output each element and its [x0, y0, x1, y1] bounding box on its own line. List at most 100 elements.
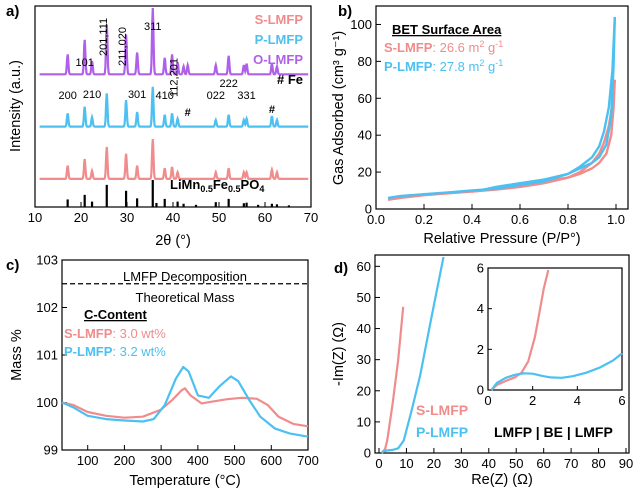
- panel-d-x-tick-label: 70: [564, 456, 578, 471]
- panel-d-x-tick-label: 10: [399, 456, 413, 471]
- panel-a-x-tick-label: 40: [166, 210, 180, 225]
- panel-c-legend-s: S-LMFP: 3.0 wt%: [64, 326, 166, 341]
- panel-a-reference-pattern: [66, 180, 291, 207]
- panel-a-peak-label: 112,201: [169, 58, 181, 97]
- panel-b-adsorption-s: [387, 79, 616, 201]
- panel-b-legend-s: S-LMFP: 26.6 m2 g-1: [384, 39, 503, 55]
- panel-a-legend-fe: # Fe: [277, 72, 303, 87]
- panel-d-x-tick-label: 30: [454, 456, 468, 471]
- panel-d-y-tick-label: 0: [364, 446, 371, 461]
- panel-b-x-tick-label: 0.4: [463, 212, 481, 227]
- panel-a-series-s: [39, 139, 309, 180]
- panel-c-legend-p: P-LMFP: 3.2 wt%: [64, 344, 166, 359]
- panel-d-legend-s: S-LMFP: [416, 402, 468, 418]
- panel-c-y-tick-label: 103: [36, 253, 58, 268]
- panel-d-y-tick-label: 40: [357, 321, 371, 336]
- panel-c-y-label: Mass %: [9, 329, 25, 381]
- panel-a-peak-label: #: [185, 107, 191, 119]
- panel-a: a) 10 20 30 40 50 60 70 200 101 210 201,111 211,02…: [6, 3, 318, 249]
- panel-c-x-tick-label: 500: [224, 453, 246, 468]
- panel-b-series: [387, 17, 616, 201]
- panel-a-series-o: [39, 7, 309, 76]
- panel-a-peak-label: 201,111: [98, 18, 110, 56]
- panel-c-y-tick-label: 99: [44, 443, 58, 458]
- panel-c-x-tick-label: 600: [260, 453, 282, 468]
- panel-d-inset-frame: [487, 267, 623, 391]
- panel-d-x-tick-label: 20: [427, 456, 441, 471]
- panel-b-x-tick-label: 0.8: [559, 212, 577, 227]
- panel-d-y-tick-label: 30: [357, 352, 371, 367]
- panel-d-inset-series-s: [490, 269, 550, 391]
- panel-c-x-tick-label: 300: [150, 453, 172, 468]
- panel-b-ticks: 0.0 0.2 0.4 0.6 0.8 1.0 0 20 40 60 80 100: [350, 17, 625, 227]
- panel-b-desorption-p: [483, 17, 616, 191]
- panel-b: b) 0.0 0.2 0.4 0.6 0.8 1.0 0 20 40 60 80 100 BET Su…: [331, 3, 629, 247]
- panel-b-x-tick-label: 0.2: [415, 212, 433, 227]
- panel-c-y-tick-label: 102: [36, 300, 58, 315]
- panel-a-peak-label: 022: [207, 90, 225, 102]
- panel-b-legend-title: BET Surface Area: [392, 22, 502, 37]
- panel-b-desorption-s: [471, 79, 616, 193]
- panel-b-y-tick-label: 60: [358, 91, 372, 106]
- panel-d-legend-p: P-LMFP: [416, 424, 468, 440]
- panel-a-series: [39, 7, 309, 180]
- panel-c-ticks: 100 200 300 400 500 600 700 99 100 101 102 103: [36, 253, 319, 469]
- panel-a-label: a): [6, 3, 19, 20]
- panel-a-legend-s: S-LMFP: [255, 12, 304, 27]
- panel-b-legend-p: P-LMFP: 27.8 m2 g-1: [384, 58, 503, 74]
- panel-c-legend-title: C-Content: [84, 307, 147, 322]
- panel-a-peak-label: 222: [219, 78, 237, 90]
- panel-a-peak-label: #: [269, 104, 275, 116]
- panel-a-peak-label: 331: [237, 90, 255, 102]
- panel-d-inset-x-tick-label: 0: [484, 393, 491, 408]
- panel-d-x-tick-label: 90: [619, 456, 633, 471]
- panel-d-series-s: [380, 306, 405, 454]
- panel-a-peak-label: 311: [144, 21, 162, 33]
- panel-d-cell-label: LMFP | BE | LMFP: [494, 424, 613, 440]
- panel-b-y-label: Gas Adsorbed (cm³ g⁻¹): [331, 31, 347, 185]
- panel-c-x-label: Temperature (°C): [129, 473, 240, 489]
- panel-d-x-tick-label: 80: [591, 456, 605, 471]
- panel-b-x-tick-label: 0.0: [367, 212, 385, 227]
- panel-d-y-tick-label: 60: [357, 259, 371, 274]
- panel-a-peak-label: 101: [76, 57, 94, 69]
- panel-d-inset-y-tick-label: 2: [477, 342, 484, 357]
- panel-a-x-tick-label: 20: [74, 210, 88, 225]
- panel-d-y-label: -Im(Z) (Ω): [331, 322, 347, 386]
- panel-d-y-tick-label: 50: [357, 290, 371, 305]
- panel-a-x-tick-label: 30: [120, 210, 134, 225]
- panel-d-y-tick-label: 20: [357, 383, 371, 398]
- panel-a-x-tick-label: 70: [304, 210, 318, 225]
- panel-c-annotation-top: LMFP Decomposition: [123, 269, 247, 284]
- panel-d-frame: [374, 254, 630, 454]
- panel-a-peak-label: 200: [58, 90, 76, 102]
- panel-c-x-tick-label: 700: [297, 453, 319, 468]
- panel-b-label: b): [338, 3, 352, 20]
- panel-a-reference-label: LiMn0.5Fe0.5PO4: [170, 177, 264, 194]
- panel-d-x-tick-label: 50: [509, 456, 523, 471]
- panel-a-peak-label: 410: [156, 90, 174, 102]
- panel-a-legend-o: O-LMFP: [253, 52, 303, 67]
- panel-c-annotation-bottom: Theoretical Mass: [136, 290, 235, 305]
- panel-d-inset-x-tick-label: 6: [618, 393, 625, 408]
- panel-c-x-tick-label: 200: [114, 453, 136, 468]
- panel-d-x-tick-label: 60: [536, 456, 550, 471]
- panel-d-inset-series: [490, 269, 623, 391]
- panel-d-label: d): [334, 260, 348, 277]
- panel-a-peak-label: 210: [83, 89, 101, 101]
- panel-a-x-tick-label: 60: [258, 210, 272, 225]
- panel-d-x-tick-label: 0: [375, 456, 382, 471]
- panel-a-peak-label: 301: [128, 89, 146, 101]
- panel-c-series: [61, 365, 309, 438]
- panel-d-inset-y-tick-label: 0: [477, 383, 484, 398]
- panel-b-y-tick-label: 0: [365, 202, 372, 217]
- panel-a-y-label: Intensity (a.u.): [8, 60, 24, 152]
- panel-b-y-tick-label: 100: [350, 17, 372, 32]
- panel-c-y-tick-label: 101: [36, 348, 58, 363]
- panel-a-peak-label: 211,020: [117, 27, 129, 66]
- panel-a-x-tick-label: 10: [28, 210, 42, 225]
